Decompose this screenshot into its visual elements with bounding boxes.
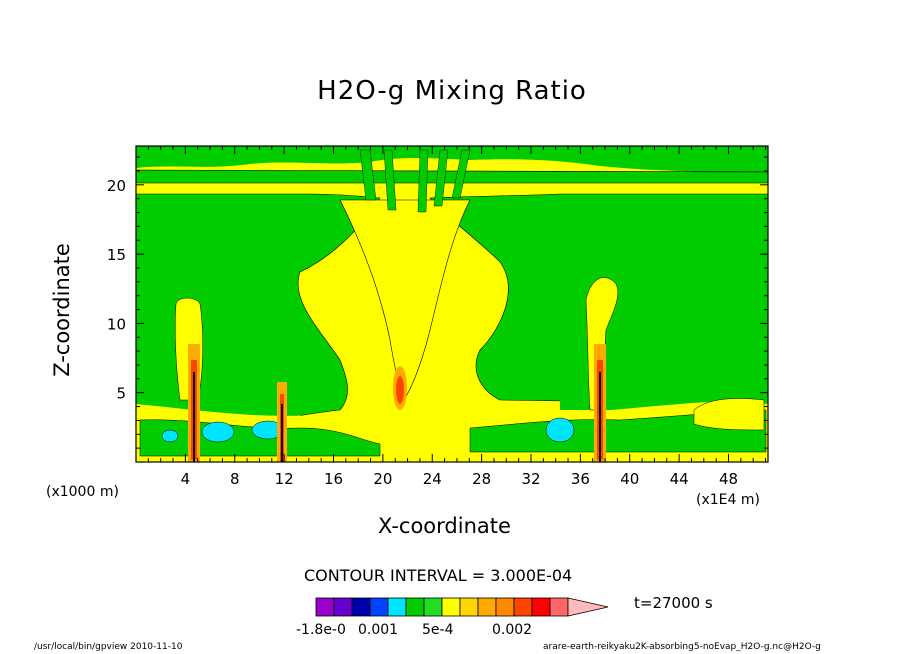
chart-title: H2O-g Mixing Ratio (317, 76, 587, 106)
x-tick-label: 48 (719, 470, 738, 488)
y-axis-label: Z-coordinate (50, 243, 74, 377)
legend-swatch (405, 597, 425, 617)
legend-swatch (423, 597, 443, 617)
tower-1 (188, 344, 200, 462)
x-tick-label: 36 (571, 470, 590, 488)
x-tick-marks (147, 146, 767, 462)
y-tick-label: 20 (107, 177, 126, 195)
upper-green-band (136, 146, 768, 176)
legend-swatch (441, 597, 461, 617)
time-label: t=27000 s (634, 594, 713, 612)
right-green-fill (560, 198, 768, 410)
x-tick-labels: 4 8 12 16 20 24 28 32 36 40 44 48 (181, 470, 738, 488)
color-legend-bar (315, 597, 609, 617)
x-tick-label: 4 (181, 470, 191, 488)
x-unit-note: (x1E4 m) (696, 492, 760, 508)
plot-area (136, 146, 768, 462)
dry-patch-4 (161, 429, 179, 443)
legend-swatch (495, 597, 515, 617)
x-tick-label: 12 (275, 470, 294, 488)
x-tick-label: 24 (423, 470, 442, 488)
y-tick-labels: 5 10 15 20 (107, 177, 126, 403)
tower-3 (393, 366, 407, 410)
right-surface-yellow (693, 398, 765, 431)
dry-patch-3 (545, 417, 575, 443)
tropopause-green-strip (136, 169, 768, 184)
legend-swatch (387, 597, 407, 617)
legend-label-0002: 0.002 (492, 622, 533, 638)
dry-patch-1 (201, 421, 235, 443)
legend-swatch (459, 597, 479, 617)
y-tick-label: 10 (107, 315, 126, 333)
legend-swatch (333, 597, 353, 617)
legend-label-0001: 0.001 (358, 622, 399, 638)
plot-frame (135, 145, 769, 463)
x-tick-label: 8 (230, 470, 240, 488)
legend-label-5e-4: 5e-4 (422, 622, 454, 638)
x-tick-label: 28 (472, 470, 491, 488)
legend-swatch (315, 597, 335, 617)
footer-right: arare-earth-reikyaku2K-absorbing5-noEvap… (543, 642, 821, 652)
x-tick-label: 20 (373, 470, 392, 488)
legend-swatch (549, 597, 569, 617)
upper-streaks (359, 149, 471, 213)
legend-swatch (513, 597, 533, 617)
legend-label-min: -1.8e-0 (296, 622, 346, 638)
y-tick-label: 15 (107, 246, 126, 264)
z-unit-note: (x1000 m) (46, 484, 119, 500)
tower-4 (594, 344, 606, 462)
legend-swatch (477, 597, 497, 617)
tower-2 (277, 382, 287, 462)
legend-swatch (369, 597, 389, 617)
footer-left: /usr/local/bin/gpview 2010-11-10 (34, 642, 183, 652)
legend-swatch (351, 597, 371, 617)
legend-arrow (567, 597, 609, 617)
y-tick-marks (136, 156, 768, 449)
contour-interval: CONTOUR INTERVAL = 3.000E-04 (304, 566, 573, 585)
legend-swatch (531, 597, 551, 617)
x-axis-label: X-coordinate (378, 514, 511, 538)
x-tick-label: 32 (521, 470, 540, 488)
x-tick-label: 40 (620, 470, 639, 488)
y-tick-label: 5 (116, 385, 126, 403)
x-tick-label: 44 (670, 470, 689, 488)
x-tick-label: 16 (324, 470, 343, 488)
